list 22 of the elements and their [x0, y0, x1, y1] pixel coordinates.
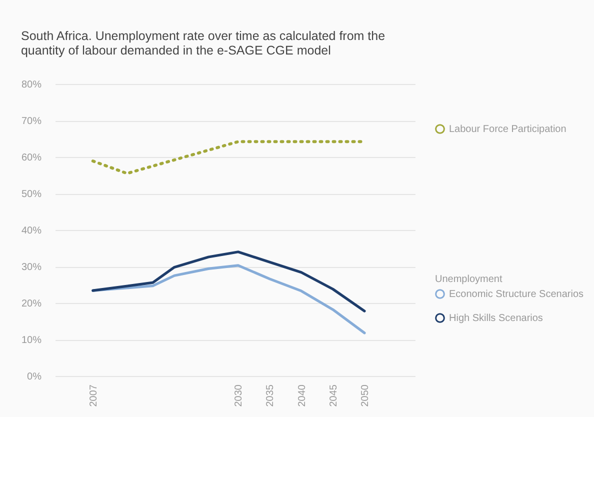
y-tick-label: 60% [21, 152, 42, 164]
x-tick-label: 2007 [88, 384, 100, 407]
y-tick-label: 10% [21, 335, 42, 346]
y-tick-label: 40% [21, 226, 42, 236]
legend-title: Unemployment [435, 274, 502, 285]
x-tick-label: 2045 [328, 384, 340, 407]
line-series [92, 250, 366, 312]
y-tick-label: 70% [21, 116, 42, 127]
y-tick-label: 30% [21, 262, 42, 273]
legend-label: High Skills Scenarios [449, 313, 543, 324]
chart-title: South Africa. Unemployment rate over time as calculated from the quantity of labour demanded in the e-SAGE CGE model [20, 29, 386, 58]
line-series [92, 264, 366, 334]
legend-label: Economic Structure Scenarios [449, 289, 584, 300]
y-tick-label: 80% [21, 80, 42, 90]
y-tick-label: 0% [27, 372, 42, 382]
x-tick-label: 2050 [360, 384, 371, 407]
legend-label: Labour Force Participation [449, 124, 566, 135]
y-tick-label: 20% [21, 298, 42, 310]
y-tick-label: 50% [21, 189, 42, 200]
x-tick-label: 2040 [296, 384, 308, 407]
x-tick-label: 2035 [265, 384, 276, 407]
x-tick-label: 2030 [234, 384, 245, 407]
